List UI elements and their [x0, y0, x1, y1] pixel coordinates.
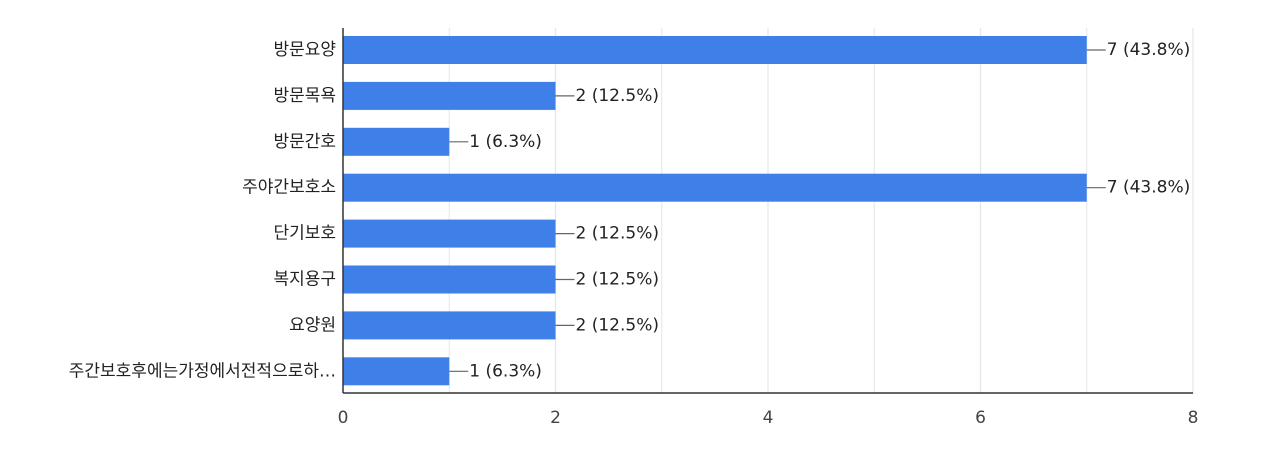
category-label: 방문목욕: [273, 86, 336, 106]
bar: [343, 219, 556, 248]
category-labels: 방문요양방문목욕방문간호주야간보호소단기보호복지용구요양원주간보호후에는가정에서…: [69, 40, 336, 381]
bar: [343, 36, 1087, 64]
category-label: 요양원: [289, 315, 336, 335]
x-tick-label: 4: [763, 408, 774, 428]
data-label: 2 (12.5%): [576, 224, 660, 244]
x-tick-label: 8: [1188, 408, 1199, 428]
category-label: 주야간보호소: [242, 178, 336, 198]
data-label: 2 (12.5%): [576, 315, 660, 335]
x-tick-labels: 0 2 4 6 8: [338, 408, 1199, 428]
x-tick-label: 2: [550, 408, 561, 428]
bar: [343, 311, 556, 340]
category-label: 방문요양: [273, 40, 336, 60]
gridlines: [448, 28, 1194, 393]
bar: [343, 81, 556, 110]
data-label: 1 (6.3%): [469, 132, 542, 152]
bars: [343, 36, 1087, 386]
bar: [343, 173, 1087, 202]
x-tick-label: 0: [338, 408, 349, 428]
data-labels: 7 (43.8%) 2 (12.5%) 1 (6.3%) 7 (43.8%) 2 (12…: [469, 40, 1190, 381]
data-label: 7 (43.8%): [1107, 178, 1191, 198]
data-label: 2 (12.5%): [576, 270, 660, 290]
x-tick-label: 6: [975, 408, 986, 428]
data-label: 2 (12.5%): [576, 86, 660, 106]
category-label: 복지용구: [273, 270, 336, 290]
category-label: 방문간호: [273, 132, 336, 152]
bar: [343, 127, 450, 156]
data-label: 7 (43.8%): [1107, 40, 1191, 60]
data-label: 1 (6.3%): [469, 361, 542, 381]
bar: [343, 265, 556, 294]
bar: [343, 357, 450, 386]
axes: [342, 28, 1193, 394]
category-label: 주간보호후에는가정에서전적으로하…: [69, 361, 336, 381]
category-label: 단기보호: [273, 224, 336, 244]
label-leaders: [449, 49, 1106, 372]
